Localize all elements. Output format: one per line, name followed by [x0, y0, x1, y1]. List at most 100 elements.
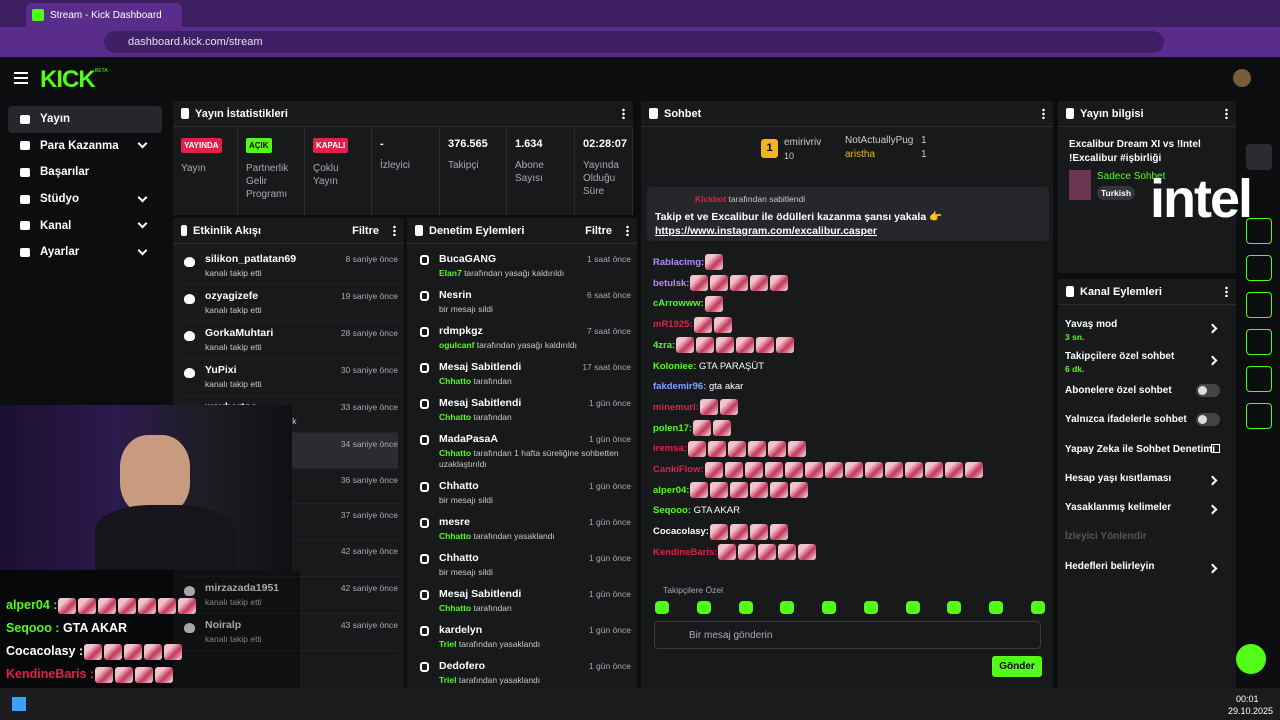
action-text: kanalı takip etti: [205, 305, 398, 316]
chat-message: Koloniee: GTA PARAŞÜT: [653, 357, 1043, 378]
action-label: Yasaklanmış kelimeler: [1065, 502, 1172, 514]
rail-button[interactable]: [1246, 255, 1272, 281]
chat-input[interactable]: Bir mesaj gönderin: [654, 621, 1041, 649]
chat-message: KendineBaris:: [653, 543, 1043, 564]
help-button[interactable]: [1236, 644, 1266, 674]
heart-icon: [184, 257, 195, 267]
action-icon: [420, 363, 429, 373]
list-item: Chhatto bir mesajı sildi 1 gün önce: [415, 547, 631, 583]
user-name: Mesaj Sabitlendi: [439, 588, 522, 600]
time: 1 gün önce: [588, 481, 631, 491]
emote: [730, 275, 749, 292]
action-row[interactable]: Yapay Zeka ile Sohbet Denetimi: [1065, 436, 1228, 465]
actor: Chhatto: [439, 531, 472, 541]
rail-button[interactable]: [1246, 403, 1272, 429]
logo[interactable]: KICK: [40, 66, 96, 93]
emote: [135, 666, 154, 683]
toggle[interactable]: [1196, 413, 1220, 427]
emote: [716, 337, 735, 354]
pinned-by-text: tarafından sabitlendi: [728, 194, 806, 204]
rail-button[interactable]: [1246, 440, 1272, 466]
action-row[interactable]: Hesap yaşı kısıtlaması: [1065, 465, 1228, 494]
chat-user: Koloniee:: [653, 360, 697, 372]
emote-shortcut[interactable]: [947, 601, 962, 614]
chat-user: alper04:: [653, 484, 690, 496]
stat-cell: - İzleyici: [372, 128, 440, 215]
nav-item[interactable]: Başarılar: [8, 159, 162, 186]
tab[interactable]: Stream - Kick Dashboard: [26, 3, 182, 27]
time: 19 saniye önce: [340, 291, 398, 301]
time: 30 saniye önce: [340, 365, 398, 375]
filter-button[interactable]: Filtre: [352, 224, 379, 237]
nav-item[interactable]: Ayarlar: [8, 239, 162, 266]
user-name: mesre: [439, 516, 470, 528]
rail-button[interactable]: [1246, 218, 1272, 244]
toggle[interactable]: [1196, 384, 1220, 397]
emote-shortcut[interactable]: [1030, 601, 1045, 614]
emote-shortcut[interactable]: [738, 601, 753, 614]
emote: [764, 461, 783, 478]
nav-label: Kanal: [40, 219, 72, 232]
nav-item[interactable]: Yayın: [8, 106, 162, 133]
list-item: GorkaMuhtari kanalı takip etti 28 saniye ö…: [181, 322, 398, 359]
pinned-link[interactable]: https://www.instagram.com/excalibur.casp…: [655, 225, 877, 237]
emote-shortcut[interactable]: [863, 601, 878, 614]
time: 1 gün önce: [588, 661, 631, 671]
avatar[interactable]: [1233, 69, 1251, 87]
emote-shortcut[interactable]: [655, 601, 669, 614]
leader-score: 10: [784, 151, 795, 161]
panel-title: Sohbet: [664, 107, 702, 120]
action-text: kanalı takip etti: [205, 342, 398, 353]
rail-button[interactable]: [1246, 292, 1272, 318]
emote-shortcut[interactable]: [696, 601, 711, 614]
emote-shortcut[interactable]: [905, 601, 920, 614]
list-item: silikon_patlatan69 kanalı takip etti 8 san…: [181, 248, 398, 285]
emote-shortcut[interactable]: [822, 601, 837, 614]
category[interactable]: Sadece Sohbet: [1097, 171, 1166, 182]
emote: [718, 544, 737, 561]
action-row[interactable]: Takipçilere özel sohbet 6 dk.: [1065, 345, 1228, 377]
action-row[interactable]: Yavaş mod 3 sn.: [1065, 313, 1228, 345]
emote: [790, 482, 809, 499]
time: 1 gün önce: [588, 625, 631, 635]
stats-panel: Yayın İstatistikleri YAYINDA Yayın AÇIK Par…: [173, 101, 633, 215]
overlay-message: KendineBaris :: [0, 663, 300, 686]
action-row[interactable]: Yalnızca ifadelerle sohbet: [1065, 406, 1228, 435]
emote-shortcut[interactable]: [989, 601, 1004, 614]
action-label: Yapay Zeka ile Sohbet Denetimi: [1065, 443, 1216, 455]
action-row[interactable]: Abonelere özel sohbet: [1065, 377, 1228, 406]
emote: [144, 643, 163, 660]
action-text: kanalı takip etti: [205, 634, 398, 645]
chat-message: fakdemir96: gta akar: [653, 377, 1043, 398]
list-item: rdmpkgz ogulcanf tarafından yasağı kaldır…: [415, 320, 631, 356]
rail-button[interactable]: [1246, 366, 1272, 392]
emote: [944, 461, 963, 478]
action-text: Chhatto tarafından: [439, 412, 631, 423]
filter-button[interactable]: Filtre: [585, 224, 612, 237]
nav-item[interactable]: Stüdyo: [8, 186, 162, 213]
time: 1 gün önce: [588, 517, 631, 527]
nav-item[interactable]: Para Kazanma: [8, 133, 162, 160]
action-text: Elan7 tarafından yasağı kaldırıldı: [439, 268, 631, 279]
panel-title: Etkinlik Akışı: [193, 224, 262, 237]
user-name: GorkaMuhtari: [205, 327, 274, 339]
emote: [84, 643, 103, 660]
rail-button[interactable]: [1246, 329, 1272, 355]
action-row[interactable]: Hedefleri belirleyin: [1065, 553, 1228, 582]
emote-shortcut[interactable]: [780, 601, 795, 614]
send-button[interactable]: Gönder: [992, 656, 1042, 677]
list-item: Nesrin bir mesajı sildi 6 saat önce: [415, 284, 631, 320]
rail-button[interactable]: [1246, 144, 1272, 170]
rail-button[interactable]: [1246, 107, 1272, 133]
chat-message: betulsk:: [653, 274, 1043, 295]
followers-only: Takipçilere Özel: [663, 585, 723, 595]
nav-item[interactable]: Kanal: [8, 212, 162, 239]
url[interactable]: dashboard.kick.com/stream: [128, 36, 263, 48]
chat-user: polen17:: [653, 422, 693, 434]
leader-score: 1: [921, 149, 927, 160]
action-text: kanalı takip etti: [205, 268, 398, 279]
chat-user: mR1925:: [653, 319, 693, 331]
chat-message: Rablacimg:: [653, 253, 1043, 274]
emote: [164, 643, 183, 660]
action-row[interactable]: Yasaklanmış kelimeler: [1065, 494, 1228, 523]
